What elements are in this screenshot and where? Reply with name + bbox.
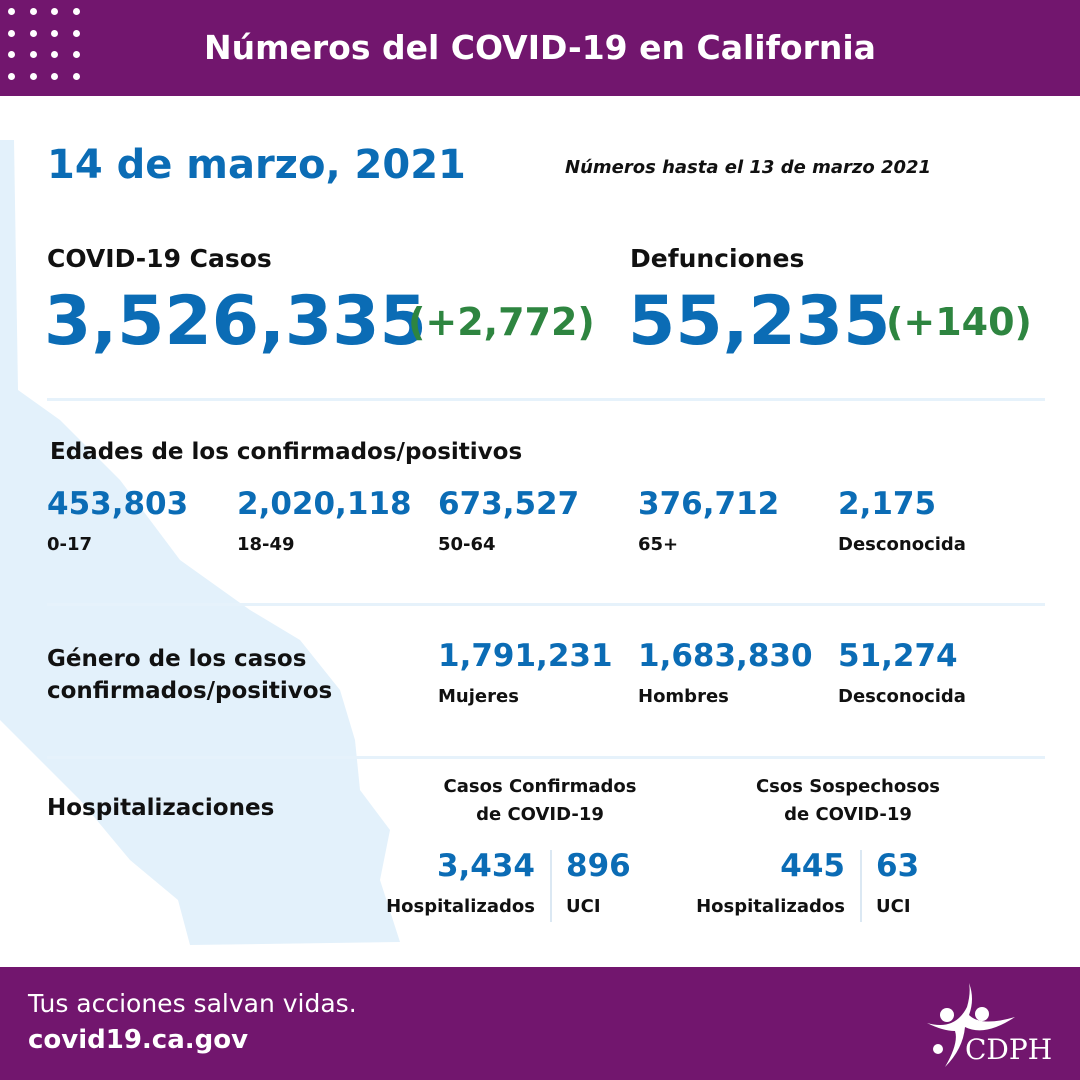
website-link[interactable]: covid19.ca.gov [28,1025,249,1055]
footer-bar: Tus acciones salvan vidas. covid19.ca.go… [0,967,1080,1080]
stat-value: 1,791,231 [438,638,613,674]
dot [51,72,58,80]
suspected-heading-line1: Csos Sospechosos [755,776,941,797]
dot [8,51,15,58]
deaths-total: 55,235 [628,282,891,361]
suspected-hosp-value: 445 [780,848,845,884]
divider [47,398,1045,401]
dot [72,51,80,58]
suspected-hosp-label: Hospitalizados [696,896,845,917]
logo-text: CDPH [965,1033,1052,1066]
divider [550,850,552,922]
page-title: Números del COVID-19 en California [204,28,876,67]
stat-value: 51,274 [838,638,958,674]
deaths-change: (+140) [886,300,1032,344]
dot [8,72,15,80]
stat-label: Desconocida [838,534,966,555]
confirmed-icu-label: UCI [566,896,601,917]
dot [72,29,80,37]
stat-label: 50-64 [438,534,496,555]
cases-total: 3,526,335 [44,282,427,361]
cases-label: COVID-19 Casos [47,244,272,273]
dot [72,8,80,15]
dot [29,51,37,58]
stat-value: 2,175 [838,486,937,522]
confirmed-heading-line2: de COVID-19 [476,804,604,825]
stat-value: 376,712 [638,486,780,522]
stat-label: Desconocida [838,686,966,707]
stat-value: 673,527 [438,486,580,522]
deaths-label: Defunciones [630,244,805,273]
ages-title: Edades de los confirmados/positivos [50,439,523,465]
hosp-title: Hospitalizaciones [47,795,275,821]
gender-title-line1: Género de los casos [47,646,307,672]
dot [29,8,37,15]
gender-title-line2: confirmados/positivos [47,678,333,704]
suspected-heading-line2: de COVID-19 [784,804,912,825]
suspected-icu-value: 63 [876,848,920,884]
stat-value: 453,803 [47,486,189,522]
dot [8,8,15,15]
dot [51,8,58,15]
dot [29,72,37,80]
stat-label: 65+ [638,534,679,555]
dot [8,29,15,37]
stat-label: 18-49 [237,534,295,555]
stat-value: 2,020,118 [237,486,412,522]
confirmed-hosp-label: Hospitalizados [386,896,535,917]
confirmed-hosp-value: 3,434 [436,848,535,884]
dot [51,29,58,37]
as-of-note: Números hasta el 13 de marzo 2021 [565,157,932,178]
tagline: Tus acciones salvan vidas. [28,989,357,1018]
header-bar: Números del COVID-19 en California [0,0,1080,96]
cdph-logo: CDPH [925,979,1055,1074]
divider [47,756,1045,759]
divider [860,850,862,922]
dots-decoration [8,8,88,88]
divider [47,603,1045,606]
stat-label: Mujeres [438,686,519,707]
cases-change: (+2,772) [408,300,595,344]
confirmed-icu-value: 896 [566,848,631,884]
dot [72,72,80,80]
stat-label: 0-17 [47,534,93,555]
dot [51,51,58,58]
confirmed-heading-line1: Casos Confirmados [443,776,637,797]
report-date: 14 de marzo, 2021 [47,142,466,188]
stat-label: Hombres [638,686,729,707]
stat-value: 1,683,830 [638,638,813,674]
suspected-icu-label: UCI [876,896,911,917]
dot [29,29,37,37]
